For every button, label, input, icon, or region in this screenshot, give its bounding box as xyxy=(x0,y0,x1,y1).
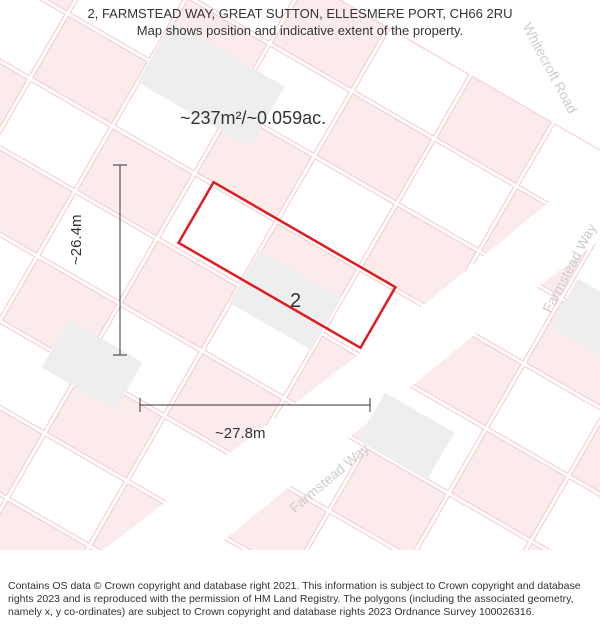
map-subtitle: Map shows position and indicative extent… xyxy=(10,23,590,40)
address-title: 2, FARMSTEAD WAY, GREAT SUTTON, ELLESMER… xyxy=(10,6,590,23)
plot-number: 2 xyxy=(290,290,301,313)
map-area: ~237m²/~0.059ac. ~27.8m ~26.4m 2 Whitecr… xyxy=(0,0,600,550)
map-svg xyxy=(0,0,600,550)
header: 2, FARMSTEAD WAY, GREAT SUTTON, ELLESMER… xyxy=(0,0,600,42)
copyright-footer: Contains OS data © Crown copyright and d… xyxy=(0,576,600,625)
area-label: ~237m²/~0.059ac. xyxy=(180,108,326,129)
height-label: ~26.4m xyxy=(68,215,85,265)
footer-text: Contains OS data © Crown copyright and d… xyxy=(8,580,581,618)
width-label: ~27.8m xyxy=(215,425,265,442)
